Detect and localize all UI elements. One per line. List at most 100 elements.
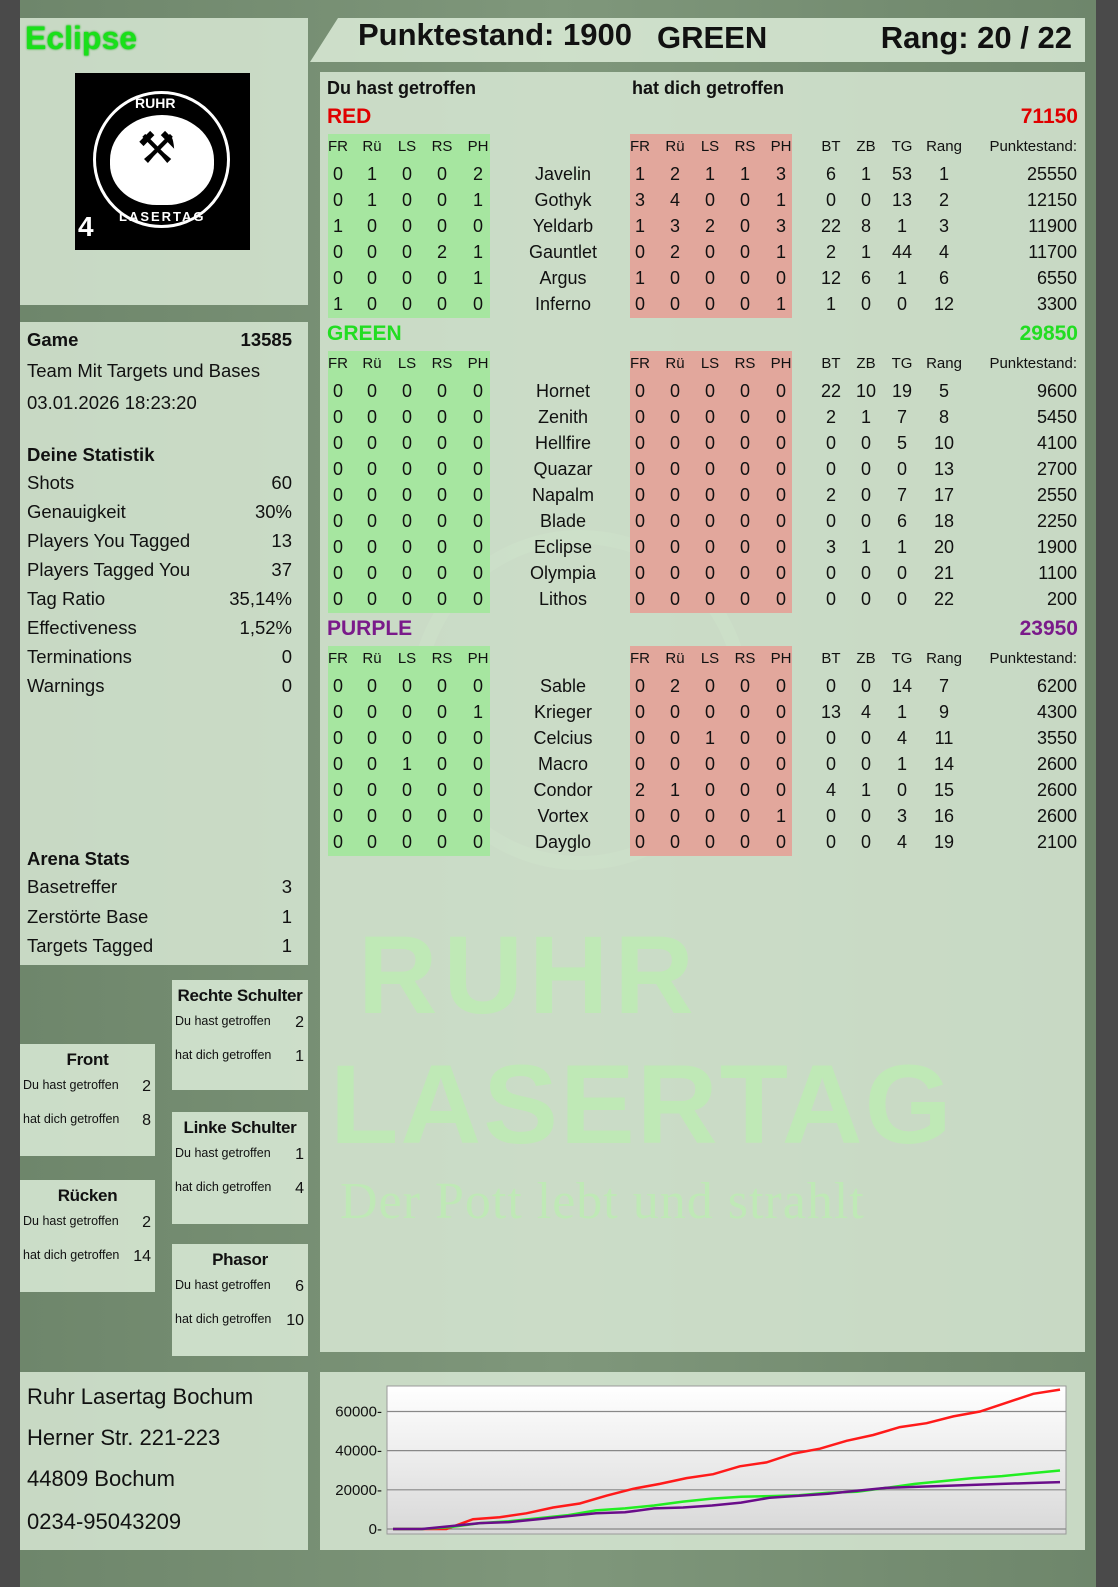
arena-stat-row: Basetreffer 3 [27, 876, 292, 898]
player-stat: 13 [820, 702, 842, 722]
you-hit-value: 0 [366, 511, 377, 531]
hit-you-value: 0 [669, 806, 680, 826]
stat-row: Effectiveness 1,52% [27, 617, 292, 639]
stat-value: 1 [281, 905, 292, 927]
column-header: LS [397, 650, 417, 667]
hit-you-value: 0 [704, 433, 715, 453]
you-hit-value: 0 [472, 676, 483, 696]
player-stat: 0 [825, 676, 836, 696]
player-score: 11700 [1028, 242, 1077, 262]
you-hit-value: 0 [366, 780, 377, 800]
you-hit-value: 0 [472, 485, 483, 505]
hit-you-value: 0 [669, 433, 680, 453]
player-name: Sable [539, 676, 587, 696]
you-hit-value: 0 [332, 589, 343, 609]
player-stat: 13 [891, 190, 913, 210]
hit-you-value: 0 [634, 589, 645, 609]
column-header: RS [734, 650, 756, 667]
zone-value: 10 [286, 1312, 304, 1329]
player-stat: 53 [891, 164, 913, 184]
player-stat: 6 [860, 268, 871, 288]
you-hit-value: 0 [332, 702, 343, 722]
column-header: Rü [665, 355, 685, 372]
column-header: Rang [926, 650, 962, 667]
player-row: 1 0 0 0 0 Inferno 0 0 0 0 1 1 0 0 12 3300 [320, 294, 1085, 320]
column-header: PH [770, 355, 792, 372]
player-stat: 0 [825, 511, 836, 531]
hit-you-value: 0 [669, 563, 680, 583]
player-stat: 15 [933, 780, 955, 800]
you-hit-value: 1 [401, 754, 412, 774]
you-hit-highlight [328, 134, 490, 318]
hit-you-value: 2 [669, 676, 680, 696]
player-stat: 8 [860, 216, 871, 236]
hit-you-value: 0 [775, 485, 786, 505]
player-stat: 18 [933, 511, 955, 531]
player-stat: 2 [825, 407, 836, 427]
player-score: 2100 [1036, 832, 1077, 852]
player-name: Lithos [538, 589, 588, 609]
player-name: Eclipse [25, 20, 138, 56]
player-stat: 0 [896, 589, 907, 609]
stat-label: Genauigkeit [27, 501, 126, 522]
stat-value: 1 [281, 935, 292, 956]
stat-row: Players You Tagged 13 [27, 530, 292, 552]
you-hit-value: 0 [436, 702, 447, 722]
hit-you-value: 0 [739, 268, 750, 288]
you-hit-value: 1 [472, 268, 483, 288]
hit-you-value: 0 [704, 563, 715, 583]
hit-you-value: 0 [775, 459, 786, 479]
you-hit-value: 2 [436, 242, 447, 262]
address-line: 44809 Bochum [27, 1466, 175, 1491]
hit-you-value: 0 [634, 485, 645, 505]
column-header: Rü [665, 138, 685, 155]
pack-number: 4 [78, 211, 94, 242]
hit-you-label: hat dich getroffen [632, 78, 784, 98]
player-stat: 0 [860, 294, 871, 314]
player-stat: 5 [896, 433, 907, 453]
you-hit-value: 0 [366, 381, 377, 401]
zone-value: 1 [295, 1146, 304, 1163]
you-hit-value: 0 [401, 242, 412, 262]
stat-value: 3 [281, 876, 292, 897]
player-stat: 0 [860, 832, 871, 852]
you-hit-highlight [328, 646, 490, 856]
you-hit-value: 0 [366, 832, 377, 852]
you-hit-value: 0 [366, 537, 377, 557]
team-name: PURPLE [327, 617, 413, 640]
player-stat: 4 [938, 242, 949, 262]
zone-value: 14 [133, 1248, 151, 1265]
hammer-pick-icon: ⚒ [137, 124, 177, 173]
you-hit-value: 0 [436, 294, 447, 314]
player-score: 2550 [1036, 485, 1077, 505]
hit-you-value: 0 [634, 563, 645, 583]
hit-you-value: 0 [739, 702, 750, 722]
hit-you-value: 0 [704, 780, 715, 800]
stat-row: Tag Ratio 35,14% [27, 588, 292, 610]
stat-label: Targets Tagged [27, 935, 154, 956]
hit-you-value: 0 [634, 407, 645, 427]
player-name: Yeldarb [532, 216, 594, 236]
player-name: Hornet [535, 381, 591, 401]
you-hit-value: 0 [401, 563, 412, 583]
you-hit-value: 0 [472, 728, 483, 748]
hit-you-value: 1 [775, 294, 786, 314]
you-hit-value: 0 [332, 676, 343, 696]
hit-zone-box: Front Du hast getroffen 2 hat dich getroffe… [20, 1044, 155, 1156]
zone-value: 2 [142, 1214, 151, 1231]
you-hit-value: 0 [401, 164, 412, 184]
you-hit-value: 2 [472, 164, 483, 184]
you-hit-value: 0 [366, 563, 377, 583]
stat-label: Terminations [27, 646, 132, 667]
player-stat: 5 [938, 381, 949, 401]
player-stat: 12 [933, 294, 955, 314]
you-hit-value: 0 [436, 806, 447, 826]
hit-you-value: 0 [704, 294, 715, 314]
player-stat: 4 [825, 780, 836, 800]
you-hit-value: 0 [472, 537, 483, 557]
column-header: PH [770, 138, 792, 155]
hit-you-value: 0 [634, 832, 645, 852]
you-hit-value: 1 [366, 164, 377, 184]
you-hit-value: 1 [472, 242, 483, 262]
player-stat: 1 [896, 268, 907, 288]
